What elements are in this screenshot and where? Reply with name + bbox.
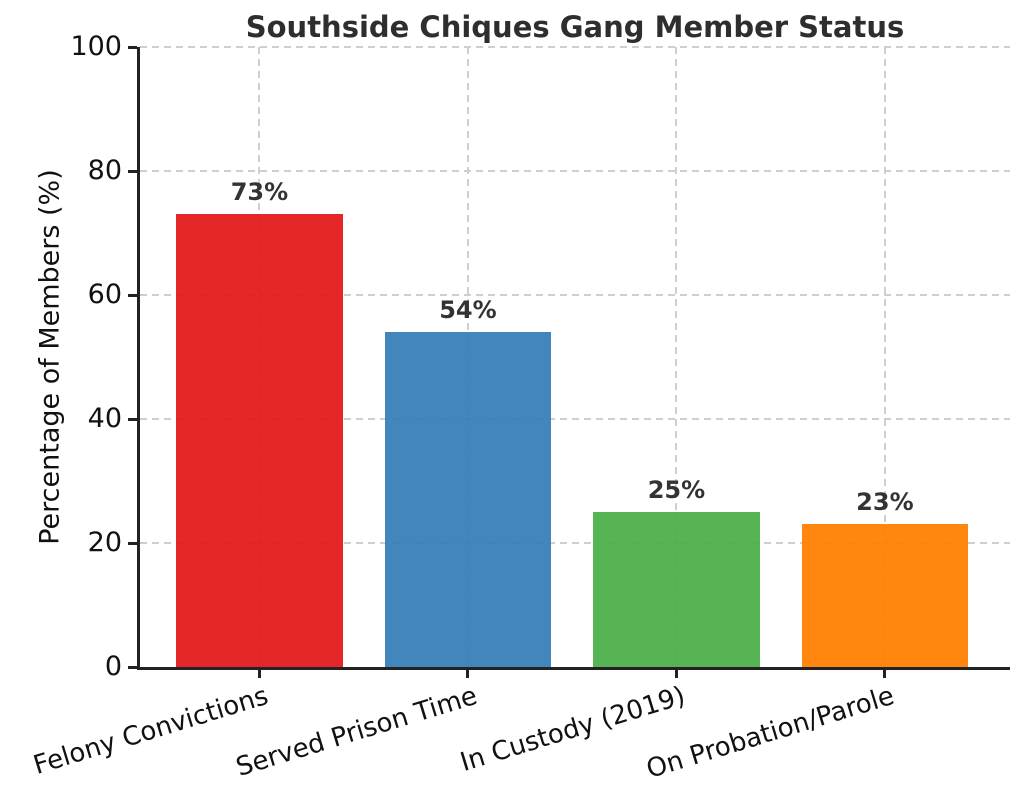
- grid-line-h: [140, 542, 1010, 544]
- bar-in-custody-2019: [593, 512, 760, 667]
- y-tick-label: 20: [87, 527, 122, 558]
- y-tick-mark: [128, 665, 137, 669]
- bar-value-label: 23%: [856, 488, 914, 517]
- y-axis-spine: [137, 47, 140, 670]
- x-tick-mark: [466, 670, 470, 678]
- bar-felony-convictions: [176, 214, 343, 667]
- bar-value-label: 25%: [647, 476, 706, 504]
- x-axis-spine: [137, 667, 1010, 670]
- x-tick-mark: [674, 670, 678, 678]
- bar-on-probation-parole: [801, 524, 969, 667]
- y-tick-mark: [128, 293, 137, 297]
- grid-line-h: [140, 46, 1010, 48]
- y-tick-mark: [128, 541, 137, 545]
- y-tick-label: 100: [70, 31, 122, 62]
- bar-value-label: 54%: [439, 296, 497, 325]
- grid-line-h: [140, 418, 1010, 420]
- y-tick-mark: [128, 417, 137, 421]
- y-tick-label: 60: [87, 279, 122, 310]
- y-tick-mark: [128, 45, 137, 49]
- y-tick-label: 0: [104, 651, 122, 682]
- x-tick-mark: [883, 670, 887, 678]
- y-tick-mark: [128, 169, 137, 173]
- grid-line-v: [675, 47, 678, 667]
- grid-line-v: [883, 47, 886, 667]
- bar-value-label: 73%: [230, 178, 289, 207]
- x-tick-label: Served Prison Time: [232, 681, 481, 783]
- grid-line-h: [140, 170, 1010, 172]
- y-tick-label: 80: [87, 155, 122, 186]
- y-tick-label: 40: [87, 403, 122, 434]
- bar-served-prison-time: [384, 332, 552, 667]
- chart-title: Southside Chiques Gang Member Status: [245, 10, 905, 44]
- grid-line-h: [140, 294, 1010, 296]
- x-tick-mark: [257, 670, 261, 678]
